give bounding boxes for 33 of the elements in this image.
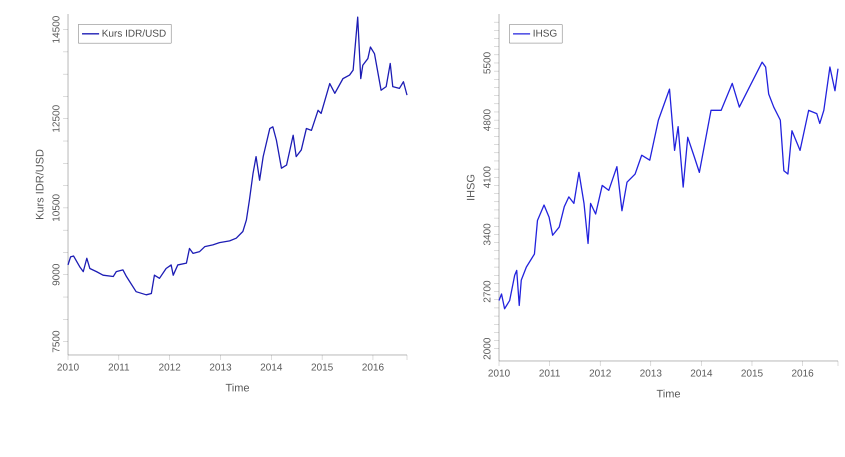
x-tick-label: 2013: [640, 370, 662, 377]
line-series: [498, 62, 839, 310]
y-tick-label: 10500: [52, 194, 60, 222]
x-axis-title: Time: [656, 389, 680, 398]
line-series: [67, 16, 408, 296]
x-tick-label: 2014: [690, 370, 712, 377]
x-axis-title: Time: [226, 383, 250, 392]
x-tick-label: 2015: [312, 364, 333, 371]
x-tick-label: 2016: [792, 370, 814, 377]
x-tick-label: 2010: [488, 370, 510, 377]
x-tick-label: 2015: [741, 370, 763, 377]
x-tick-label: 2014: [260, 364, 282, 371]
y-axis-title: Kurs IDR/USD: [35, 150, 44, 220]
y-tick-label: 14500: [52, 16, 60, 43]
y-tick-label: 9000: [52, 264, 60, 286]
x-tick-label: 2011: [108, 364, 130, 371]
y-tick-label: 4800: [483, 109, 490, 132]
y-tick-label: 2000: [483, 338, 490, 360]
x-tick-label: 2012: [159, 364, 180, 371]
x-tick-label: 2013: [210, 364, 232, 371]
y-tick-label: 4100: [483, 166, 490, 188]
legend-label: Kurs IDR/USD: [102, 29, 166, 37]
y-tick-label: 12500: [52, 105, 60, 132]
y-tick-label: 5500: [483, 52, 490, 74]
legend-label: IHSG: [534, 30, 556, 37]
y-tick-label: 2700: [483, 280, 490, 302]
y-tick-label: 7500: [52, 330, 60, 352]
x-tick-label: 2011: [539, 370, 560, 377]
x-tick-label: 2016: [362, 364, 384, 371]
x-tick-label: 2010: [57, 364, 79, 371]
y-axis-title: IHSG: [466, 174, 475, 200]
x-tick-label: 2012: [590, 370, 611, 377]
y-tick-label: 3400: [483, 224, 490, 246]
